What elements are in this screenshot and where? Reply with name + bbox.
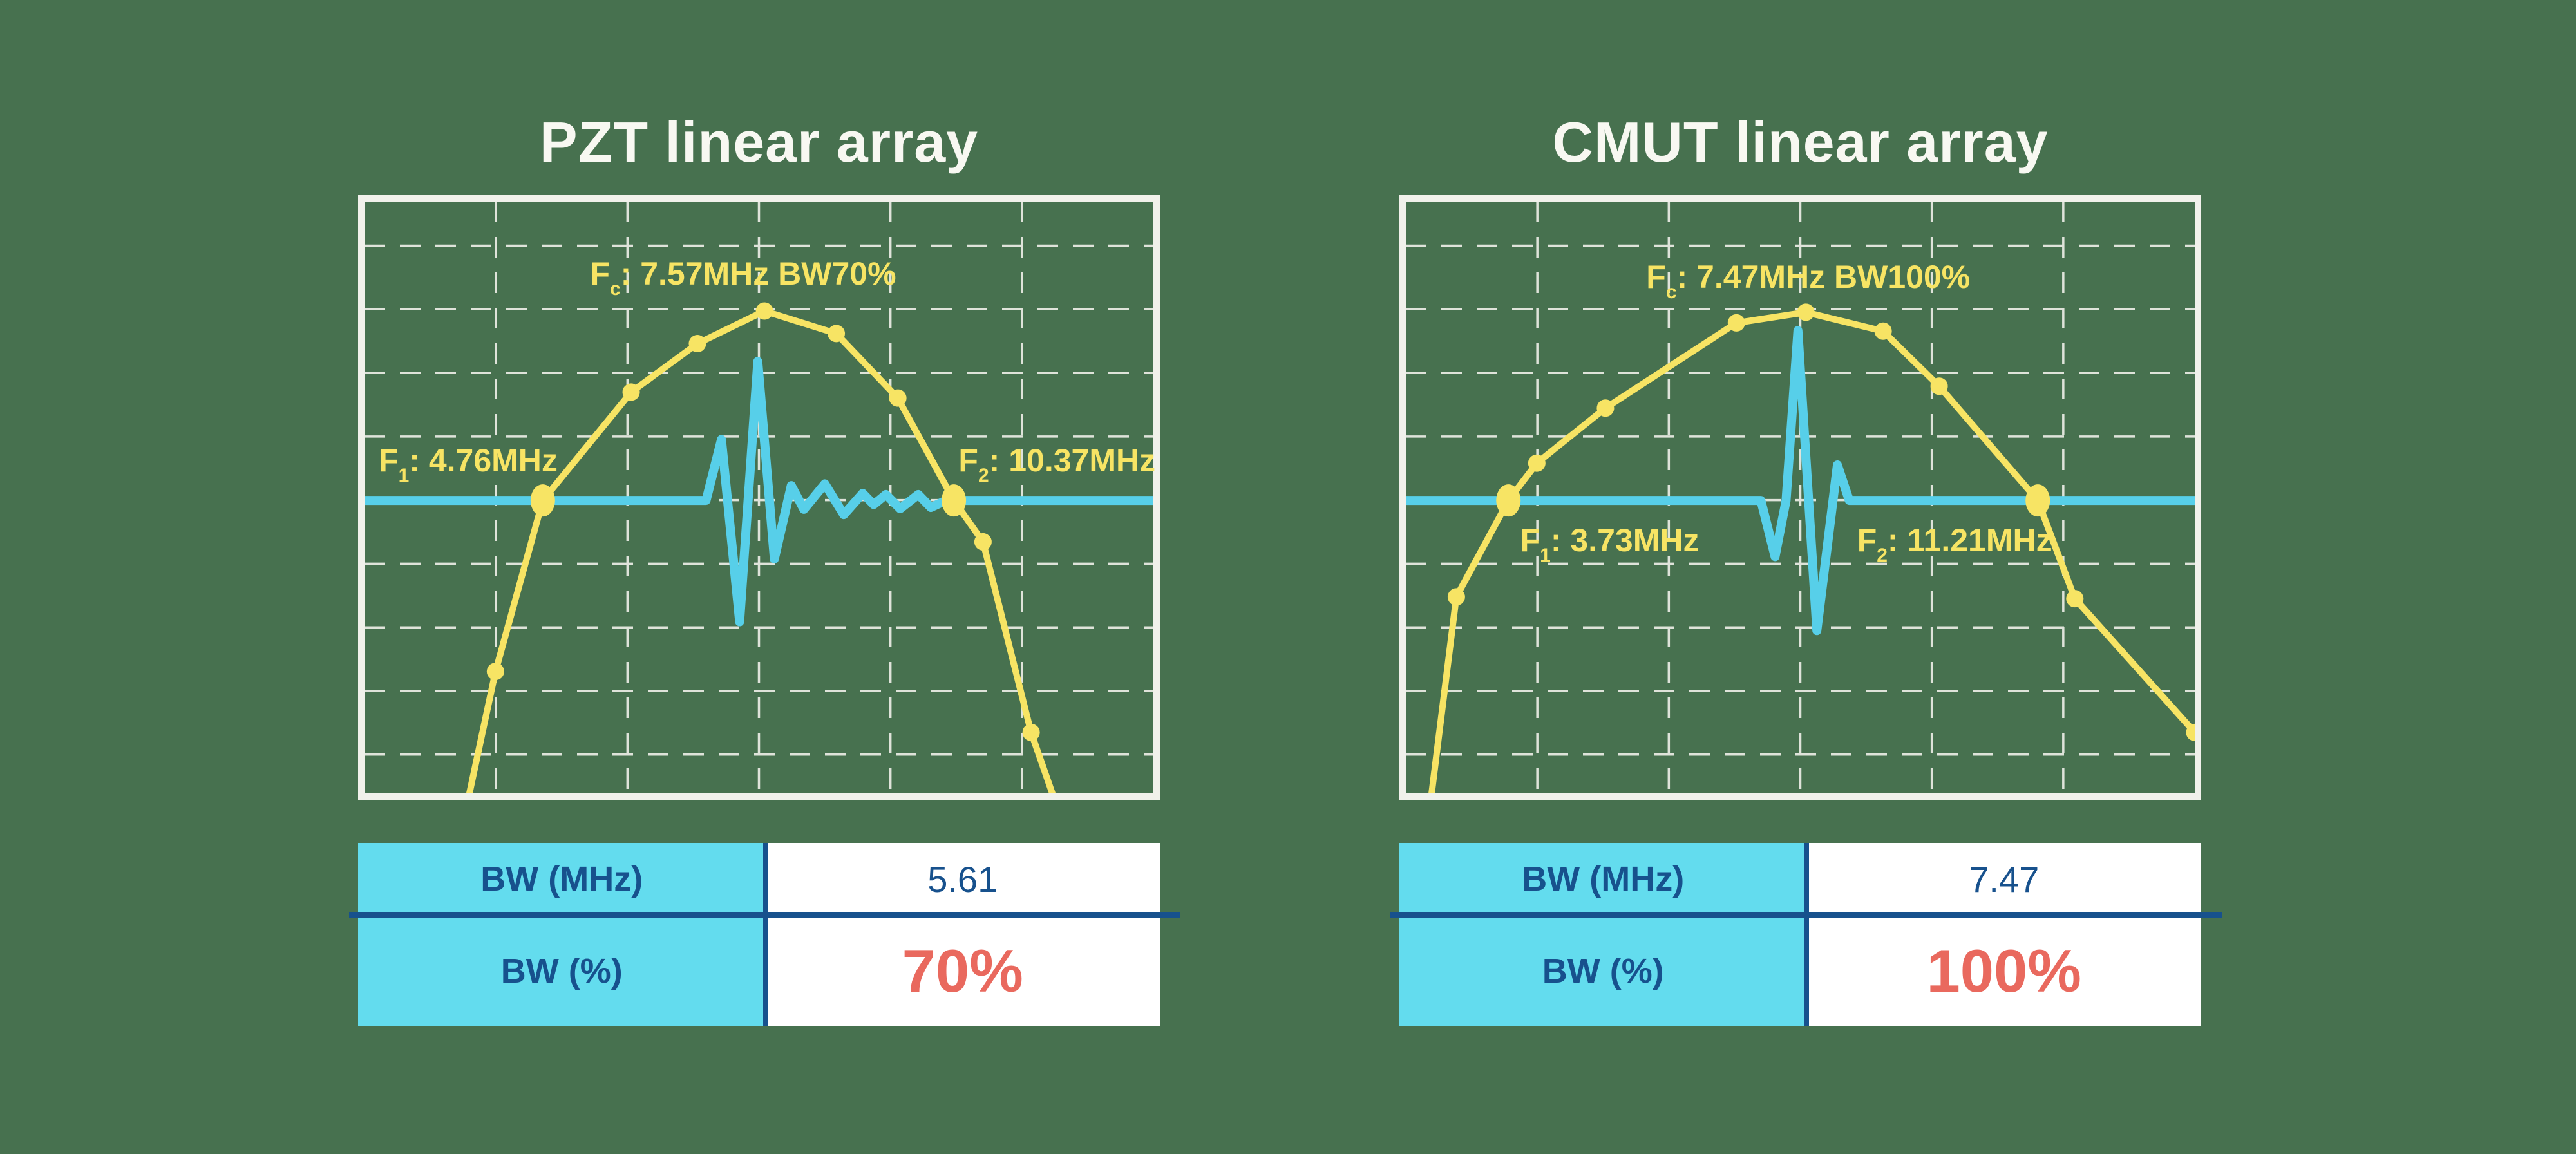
table-column-divider [763, 843, 768, 1026]
f2-label-base: F [1857, 522, 1877, 558]
fc-label-sub: c [1665, 281, 1677, 303]
fc-label-value: : 7.57MHz BW70% [620, 256, 896, 292]
fc-label-base: F [590, 256, 610, 292]
bw-pct-value-cell: 70% [765, 915, 1160, 1026]
pzt-chart-plot-area [365, 202, 1153, 793]
bw-mhz-value-cell: 7.47 [1806, 843, 2201, 915]
cmut-fc-label: Fc: 7.47MHz BW100% [1646, 258, 1971, 302]
panel-cmut: CMUT linear array Fc: 7.47MHz BW100% F1:… [1390, 0, 2222, 1154]
table-row: BW (%) 70% [358, 915, 1160, 1026]
f2-label-value: : 11.21MHz [1887, 522, 2052, 558]
cmut-f2-label: F2: 11.21MHz [1857, 522, 2052, 565]
fc-label-base: F [1646, 258, 1666, 295]
f2-label-value: : 10.37MHz [989, 442, 1156, 478]
pzt-fc-label: Fc: 7.57MHz BW70% [590, 256, 896, 299]
bw-pct-header-cell: BW (%) [1399, 915, 1807, 1026]
table-row-divider [349, 912, 1180, 918]
table-row: BW (%) 100% [1399, 915, 2201, 1026]
f2-label-sub: 2 [978, 464, 989, 486]
bw-pct-header-cell: BW (%) [358, 915, 766, 1026]
page-title-cmut: CMUT linear array [1552, 110, 2049, 174]
fc-label-value: : 7.47MHz BW100% [1676, 258, 1971, 295]
f1-label-base: F [1520, 522, 1540, 558]
table-row: BW (MHz) 7.47 [1399, 843, 2201, 915]
pzt-f1-label: F1: 4.76MHz [379, 442, 558, 486]
pzt-f2-label: F2: 10.37MHz [958, 442, 1156, 486]
bw-mhz-value-cell: 5.61 [765, 843, 1160, 915]
f2-label-sub: 2 [1877, 544, 1888, 566]
f1-label-base: F [379, 442, 399, 478]
bw-mhz-header-cell: BW (MHz) [1399, 843, 1807, 915]
f1-label-value: : 4.76MHz [409, 442, 558, 478]
f1-label-sub: 1 [1540, 544, 1551, 566]
page-title-pzt: PZT linear array [539, 110, 979, 174]
table-row: BW (MHz) 5.61 [358, 843, 1160, 915]
f1-label-sub: 1 [398, 464, 410, 486]
fc-label-sub: c [609, 278, 621, 300]
panel-pzt: PZT linear array Fc: 7.57MHz BW70% F1: 4… [349, 0, 1180, 1154]
bw-mhz-header-cell: BW (MHz) [358, 843, 766, 915]
cmut-spectrum-chart: Fc: 7.47MHz BW100% F1: 3.73MHz F2: 11.21… [1399, 195, 2201, 800]
bw-pct-value-cell: 100% [1806, 915, 2201, 1026]
cmut-chart-plot-area [1406, 202, 2195, 793]
table-row-divider [1390, 912, 2222, 918]
cmut-bandwidth-table: BW (MHz) 7.47 BW (%) 100% [1390, 843, 2222, 1026]
f1-label-value: : 3.73MHz [1550, 522, 1700, 558]
f2-label-base: F [958, 442, 978, 478]
cmut-f1-label: F1: 3.73MHz [1520, 522, 1700, 565]
pzt-spectrum-chart: Fc: 7.57MHz BW70% F1: 4.76MHz F2: 10.37M… [358, 195, 1160, 800]
pzt-bandwidth-table: BW (MHz) 5.61 BW (%) 70% [349, 843, 1180, 1026]
table-column-divider [1804, 843, 1810, 1026]
